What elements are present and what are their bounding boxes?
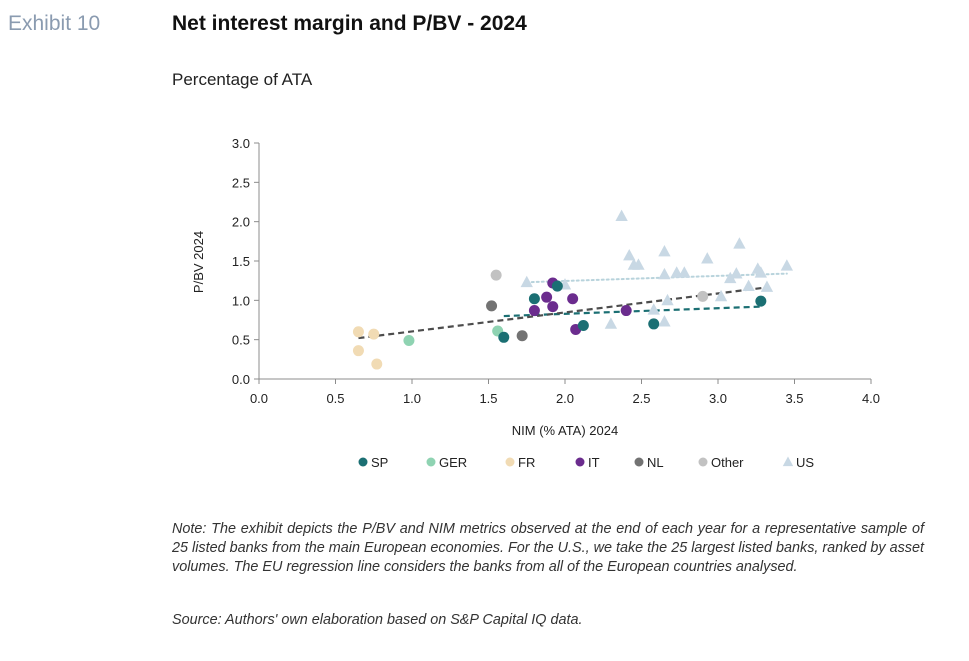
legend-label-us: US [796, 455, 814, 470]
chart-source: Source: Authors' own elaboration based o… [172, 612, 583, 628]
point-us [632, 258, 645, 270]
point-us [661, 293, 674, 306]
legend: SP GER FR IT NL Other US [358, 455, 814, 470]
point-sp [528, 293, 540, 305]
point-sp [648, 318, 660, 330]
point-us [520, 275, 533, 288]
point-nl [516, 330, 528, 342]
legend-marker-other [698, 457, 708, 467]
point-us [733, 237, 746, 249]
x-tick-label: 2.0 [556, 391, 574, 406]
exhibit-label: Exhibit 10 [8, 12, 101, 35]
legend-marker-nl [634, 457, 644, 467]
legend-marker-sp [358, 457, 368, 467]
y-tick-label: 3.0 [232, 136, 250, 151]
legend-label-sp: SP [371, 455, 388, 470]
x-tick-label: 4.0 [862, 391, 880, 406]
point-sp [551, 280, 563, 292]
legend-marker-ger [426, 457, 436, 467]
scatter-chart: 0.0 0.5 1.0 1.5 2.0 2.5 3.0 3.5 4.0 0.0 0.5 1.0 1.5 2… [191, 136, 880, 470]
legend-marker-fr [505, 457, 515, 467]
point-fr [371, 358, 383, 370]
point-us [754, 266, 768, 278]
point-sp [498, 331, 510, 343]
trendline-eu [358, 286, 765, 340]
x-tick-label: 1.0 [403, 391, 421, 406]
point-us [658, 245, 671, 257]
trendline-sp [503, 305, 761, 318]
point-ger [403, 334, 415, 346]
point-fr [368, 328, 380, 340]
legend-label-ger: GER [439, 455, 467, 470]
point-us [604, 317, 618, 329]
x-tick-label: 0.0 [250, 391, 268, 406]
y-tick-label: 2.0 [232, 215, 250, 230]
y-tick-label: 0.0 [232, 372, 250, 387]
point-it [528, 305, 540, 317]
legend-label-nl: NL [647, 455, 664, 470]
point-nl [486, 300, 498, 312]
point-us [701, 252, 714, 264]
point-us [742, 279, 755, 292]
point-us [658, 267, 671, 280]
point-it [541, 291, 553, 303]
point-us [780, 259, 794, 271]
point-fr [352, 326, 364, 338]
point-sp [755, 295, 767, 307]
trendlines [358, 272, 788, 340]
chart-title: Net interest margin and P/BV - 2024 [172, 12, 527, 35]
x-tick-label: 2.5 [632, 391, 650, 406]
trendline-us [525, 272, 788, 284]
point-us [724, 271, 737, 284]
point-other [697, 290, 709, 302]
point-it [547, 301, 559, 313]
legend-marker-it [575, 457, 585, 467]
x-tick-label: 0.5 [326, 391, 344, 406]
point-it [567, 293, 579, 305]
point-fr [352, 345, 364, 357]
y-tick-label: 1.0 [232, 293, 250, 308]
point-us [730, 267, 743, 279]
x-tick-label: 1.5 [479, 391, 497, 406]
point-us [615, 209, 628, 222]
y-tick-label: 2.5 [232, 175, 250, 190]
x-axis-title: NIM (% ATA) 2024 [512, 423, 618, 438]
legend-label-it: IT [588, 455, 600, 470]
chart-note: Note: The exhibit depicts the P/BV and N… [172, 521, 924, 575]
y-tick-label: 0.5 [232, 333, 250, 348]
y-tick-label: 1.5 [232, 254, 250, 269]
point-sp [577, 320, 589, 332]
x-tick-label: 3.5 [785, 391, 803, 406]
chart-subtitle: Percentage of ATA [172, 70, 313, 89]
point-us [647, 303, 660, 315]
axes: 0.0 0.5 1.0 1.5 2.0 2.5 3.0 3.5 4.0 0.0 0.5 1.0 1.5 2… [232, 136, 880, 406]
point-us [760, 280, 774, 292]
y-axis-title: P/BV 2024 [191, 231, 206, 293]
point-it [620, 305, 632, 317]
point-us [623, 248, 636, 261]
data-points [352, 209, 794, 370]
point-us [658, 315, 671, 327]
legend-marker-us [782, 456, 794, 467]
point-other [490, 269, 502, 281]
x-tick-label: 3.0 [709, 391, 727, 406]
point-us [714, 289, 728, 302]
legend-label-other: Other [711, 455, 744, 470]
legend-label-fr: FR [518, 455, 535, 470]
point-us [678, 266, 691, 278]
